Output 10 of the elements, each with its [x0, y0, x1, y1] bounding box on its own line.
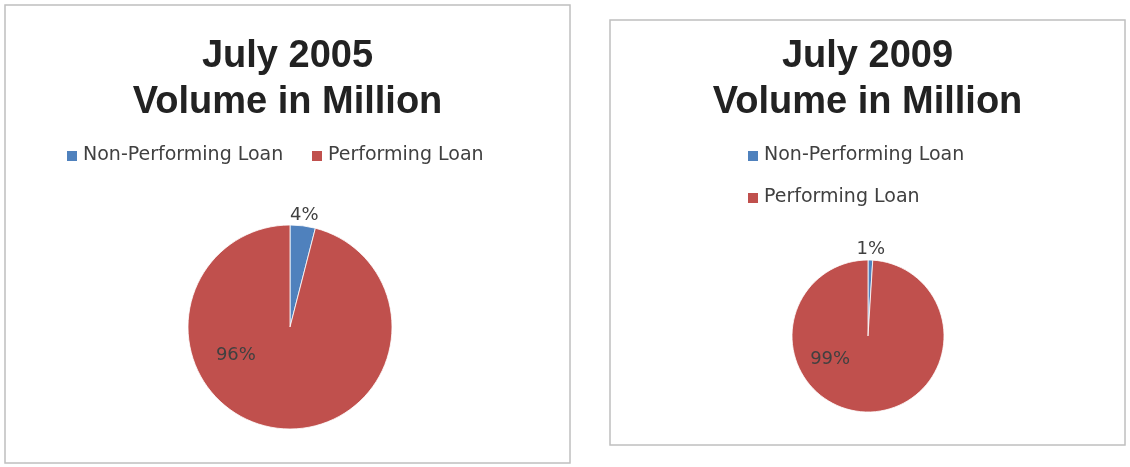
legend-label: Performing Loan [764, 184, 920, 206]
chart-title: July 2009 Volume in Million [712, 33, 1023, 121]
legend-label: Non-Performing Loan [83, 142, 284, 164]
chart-title: July 2005 Volume in Million [132, 33, 443, 121]
legend-label: Performing Loan [328, 142, 484, 164]
data-label: 99% [810, 347, 851, 369]
data-label: 1% [856, 237, 886, 259]
legend-label: Non-Performing Loan [764, 142, 965, 164]
data-label: 96% [215, 342, 256, 364]
data-label: 4% [290, 202, 319, 224]
